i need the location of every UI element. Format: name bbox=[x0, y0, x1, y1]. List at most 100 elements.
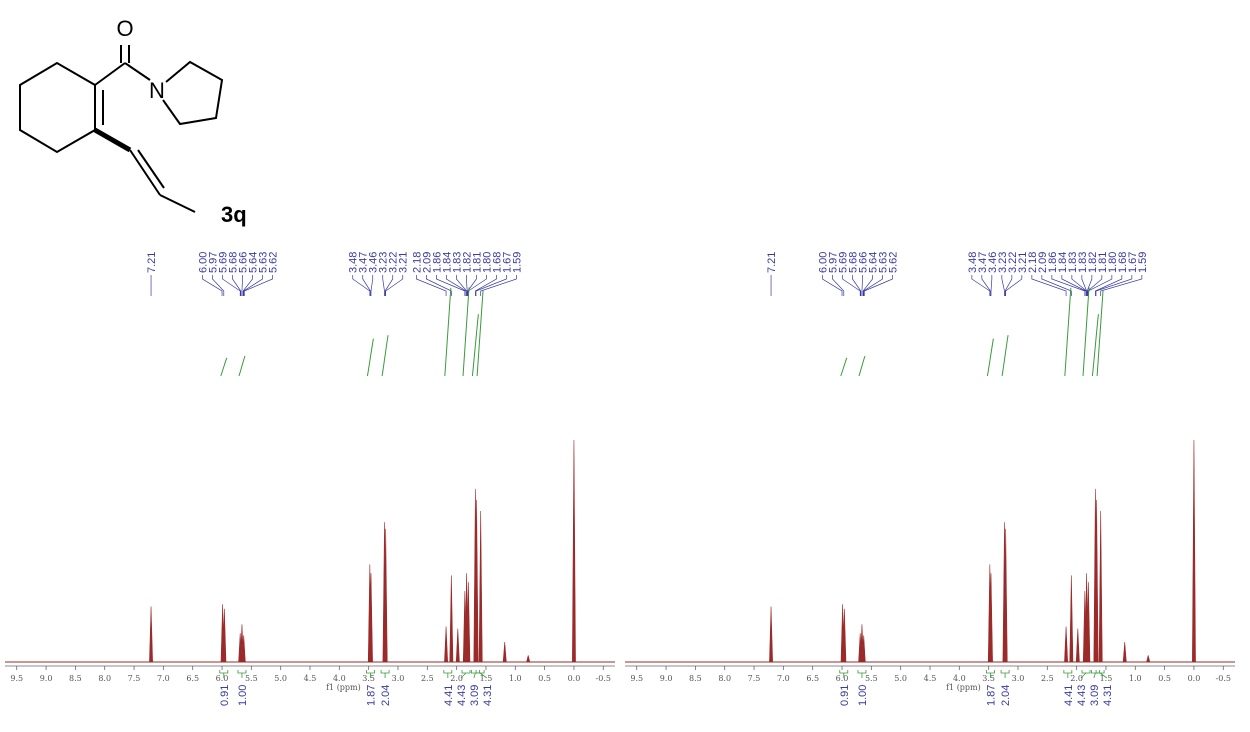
shift-label: 5.64 bbox=[867, 252, 879, 273]
integral-curve bbox=[1082, 287, 1090, 377]
integral-curve bbox=[1064, 287, 1072, 377]
peak bbox=[1075, 628, 1080, 663]
integral-bracket bbox=[366, 670, 375, 678]
shift-connector bbox=[243, 275, 273, 296]
x-tick-label: 9.5 bbox=[10, 674, 23, 683]
shift-label: 3.47 bbox=[358, 252, 370, 273]
shift-label: 1.80 bbox=[1107, 252, 1119, 273]
shift-label: 3.21 bbox=[398, 252, 410, 273]
shift-label: 3.23 bbox=[997, 252, 1009, 273]
peak bbox=[1146, 655, 1151, 663]
integral-label: 4.31 bbox=[482, 685, 494, 706]
shift-connector bbox=[842, 275, 861, 296]
shift-label: 1.84 bbox=[1057, 252, 1069, 273]
integral-bracket bbox=[219, 670, 229, 678]
x-tick-label: 9.0 bbox=[40, 674, 53, 683]
shift-label: 5.66 bbox=[857, 252, 869, 273]
integral-bracket bbox=[1080, 670, 1091, 679]
peak bbox=[1192, 439, 1196, 663]
shift-label: 5.63 bbox=[257, 252, 269, 273]
integral-curve bbox=[1001, 335, 1009, 377]
shift-label: 5.62 bbox=[887, 252, 899, 273]
shift-connector bbox=[861, 275, 863, 296]
x-tick-label: 0.0 bbox=[568, 674, 581, 683]
integral-bracket bbox=[857, 670, 867, 678]
integral-bracket bbox=[986, 670, 995, 678]
peak bbox=[222, 608, 227, 663]
shift-label: 1.83 bbox=[451, 252, 463, 273]
shift-label: 1.81 bbox=[1097, 252, 1109, 273]
peak bbox=[526, 655, 531, 663]
atom-label: O bbox=[116, 16, 133, 41]
x-tick-label: 1.5 bbox=[1100, 674, 1113, 683]
shift-connector bbox=[243, 275, 263, 296]
shift-connector bbox=[1061, 275, 1087, 296]
x-tick-label: 6.0 bbox=[216, 674, 229, 683]
bond bbox=[124, 62, 151, 81]
x-tick-label: 0.5 bbox=[1158, 674, 1171, 683]
integral-label: 3.09 bbox=[469, 685, 481, 706]
shift-connector bbox=[456, 275, 467, 296]
shift-label: 1.86 bbox=[1047, 252, 1059, 273]
shift-connector bbox=[202, 275, 223, 296]
x-tick-label: 1.5 bbox=[480, 674, 493, 683]
integral-curve bbox=[381, 335, 389, 377]
shift-connector bbox=[1086, 275, 1093, 296]
peak bbox=[369, 573, 373, 663]
shift-connector bbox=[416, 275, 447, 296]
integral-curve bbox=[1096, 289, 1104, 377]
shift-connector bbox=[832, 275, 845, 296]
x-tick-label: 5.5 bbox=[245, 674, 258, 683]
x-tick-label: -0.5 bbox=[596, 674, 611, 683]
shift-connector bbox=[352, 275, 371, 296]
shift-label: 5.66 bbox=[237, 252, 249, 273]
x-tick-label: 4.0 bbox=[333, 674, 346, 683]
integral-curve bbox=[1091, 314, 1099, 377]
integral-label: 4.43 bbox=[1076, 685, 1088, 706]
shift-label: 2.18 bbox=[1027, 252, 1039, 273]
integral-bracket bbox=[1095, 670, 1108, 679]
peak bbox=[455, 628, 460, 663]
bond bbox=[94, 62, 126, 86]
shift-connector bbox=[971, 275, 991, 296]
shift-label: 3.47 bbox=[977, 252, 989, 273]
x-tick-label: 3.0 bbox=[1012, 674, 1025, 683]
shift-connector bbox=[1001, 275, 1005, 296]
shift-label: 5.69 bbox=[837, 252, 849, 273]
x-tick-label: 3.5 bbox=[362, 674, 375, 683]
x-tick-label: 8.0 bbox=[98, 674, 111, 683]
integral-curve bbox=[238, 355, 246, 377]
x-tick-label: 6.5 bbox=[806, 674, 819, 683]
shift-connector bbox=[384, 275, 394, 296]
shift-label: 5.68 bbox=[227, 252, 239, 273]
bond bbox=[129, 149, 161, 196]
integral-label: 2.04 bbox=[380, 685, 392, 706]
shift-label: 5.64 bbox=[247, 252, 259, 273]
integral-curve bbox=[471, 314, 479, 377]
x-tick-label: 0.5 bbox=[538, 674, 551, 683]
shift-connector bbox=[475, 275, 507, 296]
peak bbox=[769, 606, 773, 663]
peak bbox=[1098, 511, 1103, 663]
shift-label: 3.46 bbox=[987, 252, 999, 273]
pyrrolidine-ring bbox=[162, 60, 224, 126]
integral-label: 0.91 bbox=[219, 685, 231, 706]
peak bbox=[1086, 582, 1091, 663]
shift-label: 1.67 bbox=[501, 252, 513, 273]
wedge-bond bbox=[93, 127, 132, 153]
compound-label: 3q bbox=[221, 202, 247, 227]
shift-connector bbox=[385, 275, 404, 296]
integral-label: 1.87 bbox=[985, 685, 997, 706]
x-tick-label: 8.5 bbox=[69, 674, 82, 683]
x-tick-label: 1.0 bbox=[509, 674, 522, 683]
peak bbox=[474, 499, 479, 663]
x-tick-label: -0.5 bbox=[1216, 674, 1231, 683]
integral-curve bbox=[366, 338, 374, 377]
shift-label: 1.68 bbox=[491, 252, 503, 273]
shift-label: 3.21 bbox=[1017, 252, 1029, 273]
shift-connector bbox=[1051, 275, 1086, 296]
integral-bracket bbox=[380, 670, 390, 678]
shift-label: 5.62 bbox=[267, 252, 279, 273]
peak bbox=[241, 635, 246, 663]
integral-label: 1.00 bbox=[237, 685, 249, 706]
